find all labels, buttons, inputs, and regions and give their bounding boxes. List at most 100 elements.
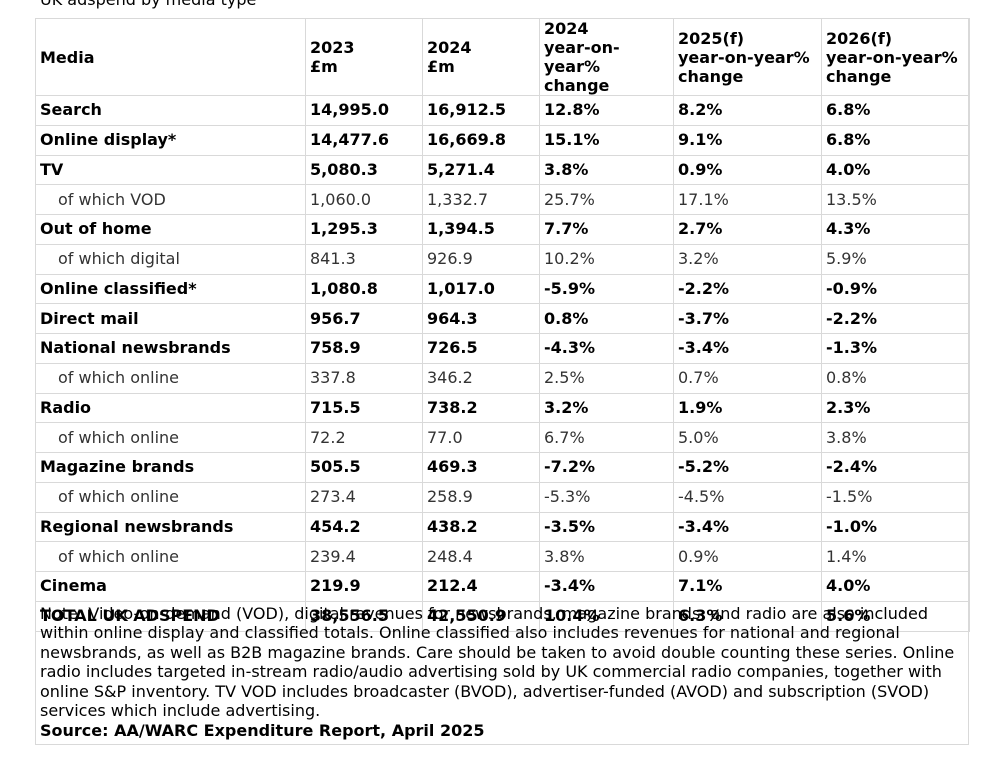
table-row: Magazine brands 505.5 469.3 -7.2% -5.2% -2.4% [35,452,970,483]
value-2024-cell: 248.4 [422,541,540,572]
change-2025f-cell: -3.7% [673,303,822,334]
media-name-cell: TV [35,154,306,186]
change-2025f-cell: 7.1% [673,571,822,602]
table-row: Regional newsbrands 454.2 438.2 -3.5% -3.4% -… [35,511,970,543]
change-2024-cell: 25.7% [539,184,674,215]
media-name-cell: of which VOD [35,184,306,215]
value-2024-cell: 438.2 [422,511,540,543]
media-name-cell: Online display* [35,124,306,156]
change-2026f-cell: -1.5% [821,481,970,513]
change-2026f-cell: -1.0% [821,511,970,543]
change-2024-cell: -3.5% [539,511,674,543]
table-subrow: of which online 239.4 248.4 3.8% 0.9% 1.4% [35,541,970,572]
media-name-cell: Radio [35,392,306,424]
change-2025f-cell: -5.2% [673,452,822,483]
value-2024-cell: 16,669.8 [422,124,540,156]
value-2023-cell: 1,080.8 [305,273,423,305]
change-2025f-cell: 5.0% [673,422,822,453]
change-2025f-cell: -2.2% [673,273,822,305]
media-name-cell: Magazine brands [35,452,306,483]
change-2026f-cell: 4.3% [821,214,970,245]
change-2024-cell: 10.2% [539,243,674,275]
value-2024-cell: 212.4 [422,571,540,602]
change-2024-cell: 0.8% [539,303,674,334]
value-2023-cell: 337.8 [305,362,423,394]
value-2023-cell: 219.9 [305,571,423,602]
table-note: Note: Video-on-demand (VOD), digital rev… [40,604,955,721]
change-2025f-cell: 2.7% [673,214,822,245]
change-2024-cell: -7.2% [539,452,674,483]
change-2024-cell: 10.4% [539,600,674,632]
table-row: Search 14,995.0 16,912.5 12.8% 8.2% 6.8% [35,95,970,126]
value-2023-cell: 956.7 [305,303,423,334]
table-row: TOTAL UK ADSPEND 38,556.5 42,550.9 10.4% 6.3… [35,600,970,632]
change-2025f-cell: 3.2% [673,243,822,275]
value-2023-cell: 5,080.3 [305,154,423,186]
change-2025f-cell: 17.1% [673,184,822,215]
value-2024-cell: 258.9 [422,481,540,513]
change-2024-cell: -3.4% [539,571,674,602]
col-header-2026f-yoy: 2026(f) year-on-year% change [821,18,970,96]
change-2026f-cell: 0.8% [821,362,970,394]
table-subrow: of which online 72.2 77.0 6.7% 5.0% 3.8% [35,422,970,453]
media-name-cell: of which online [35,481,306,513]
change-2024-cell: 3.2% [539,392,674,424]
value-2024-cell: 469.3 [422,452,540,483]
change-2026f-cell: -0.9% [821,273,970,305]
change-2026f-cell: 6.8% [821,124,970,156]
change-2024-cell: 7.7% [539,214,674,245]
media-name-cell: Out of home [35,214,306,245]
change-2026f-cell: 2.3% [821,392,970,424]
change-2025f-cell: 8.2% [673,95,822,126]
value-2023-cell: 1,060.0 [305,184,423,215]
value-2023-cell: 454.2 [305,511,423,543]
change-2026f-cell: 1.4% [821,541,970,572]
change-2026f-cell: 13.5% [821,184,970,215]
change-2024-cell: 2.5% [539,362,674,394]
table-body: Search 14,995.0 16,912.5 12.8% 8.2% 6.8% Onlin… [35,95,970,632]
change-2024-cell: -5.9% [539,273,674,305]
media-name-cell: of which online [35,422,306,453]
value-2023-cell: 273.4 [305,481,423,513]
col-header-media: Media [35,18,306,96]
value-2024-cell: 77.0 [422,422,540,453]
change-2024-cell: 3.8% [539,541,674,572]
change-2025f-cell: 6.3% [673,600,822,632]
change-2025f-cell: 1.9% [673,392,822,424]
value-2023-cell: 758.9 [305,333,423,364]
change-2025f-cell: 0.7% [673,362,822,394]
change-2026f-cell: -2.2% [821,303,970,334]
media-name-cell: Regional newsbrands [35,511,306,543]
value-2023-cell: 1,295.3 [305,214,423,245]
value-2024-cell: 964.3 [422,303,540,334]
change-2024-cell: -4.3% [539,333,674,364]
change-2025f-cell: 9.1% [673,124,822,156]
change-2025f-cell: -3.4% [673,333,822,364]
media-name-cell: of which digital [35,243,306,275]
value-2023-cell: 841.3 [305,243,423,275]
media-name-cell: National newsbrands [35,333,306,364]
col-header-2023: 2023 £m [305,18,423,96]
change-2025f-cell: -3.4% [673,511,822,543]
value-2023-cell: 505.5 [305,452,423,483]
page-heading: UK adspend by media type [40,0,256,9]
value-2023-cell: 239.4 [305,541,423,572]
value-2024-cell: 726.5 [422,333,540,364]
value-2024-cell: 1,017.0 [422,273,540,305]
value-2023-cell: 14,995.0 [305,95,423,126]
table-subrow: of which VOD 1,060.0 1,332.7 25.7% 17.1% 13.5… [35,184,970,215]
media-name-cell: Online classified* [35,273,306,305]
media-name-cell: Cinema [35,571,306,602]
change-2024-cell: 3.8% [539,154,674,186]
change-2024-cell: 15.1% [539,124,674,156]
table-row: Online display* 14,477.6 16,669.8 15.1% 9.1%… [35,124,970,156]
table-header-row: Media 2023 £m 2024 £m 2024 year-on-year% ch… [35,18,970,96]
table-row: TV 5,080.3 5,271.4 3.8% 0.9% 4.0% [35,154,970,186]
table-row: Out of home 1,295.3 1,394.5 7.7% 2.7% 4.3% [35,214,970,245]
change-2024-cell: -5.3% [539,481,674,513]
col-header-2025f-yoy: 2025(f) year-on-year% change [673,18,822,96]
change-2026f-cell: 6.8% [821,95,970,126]
table-row: Radio 715.5 738.2 3.2% 1.9% 2.3% [35,392,970,424]
change-2025f-cell: 0.9% [673,541,822,572]
value-2024-cell: 738.2 [422,392,540,424]
